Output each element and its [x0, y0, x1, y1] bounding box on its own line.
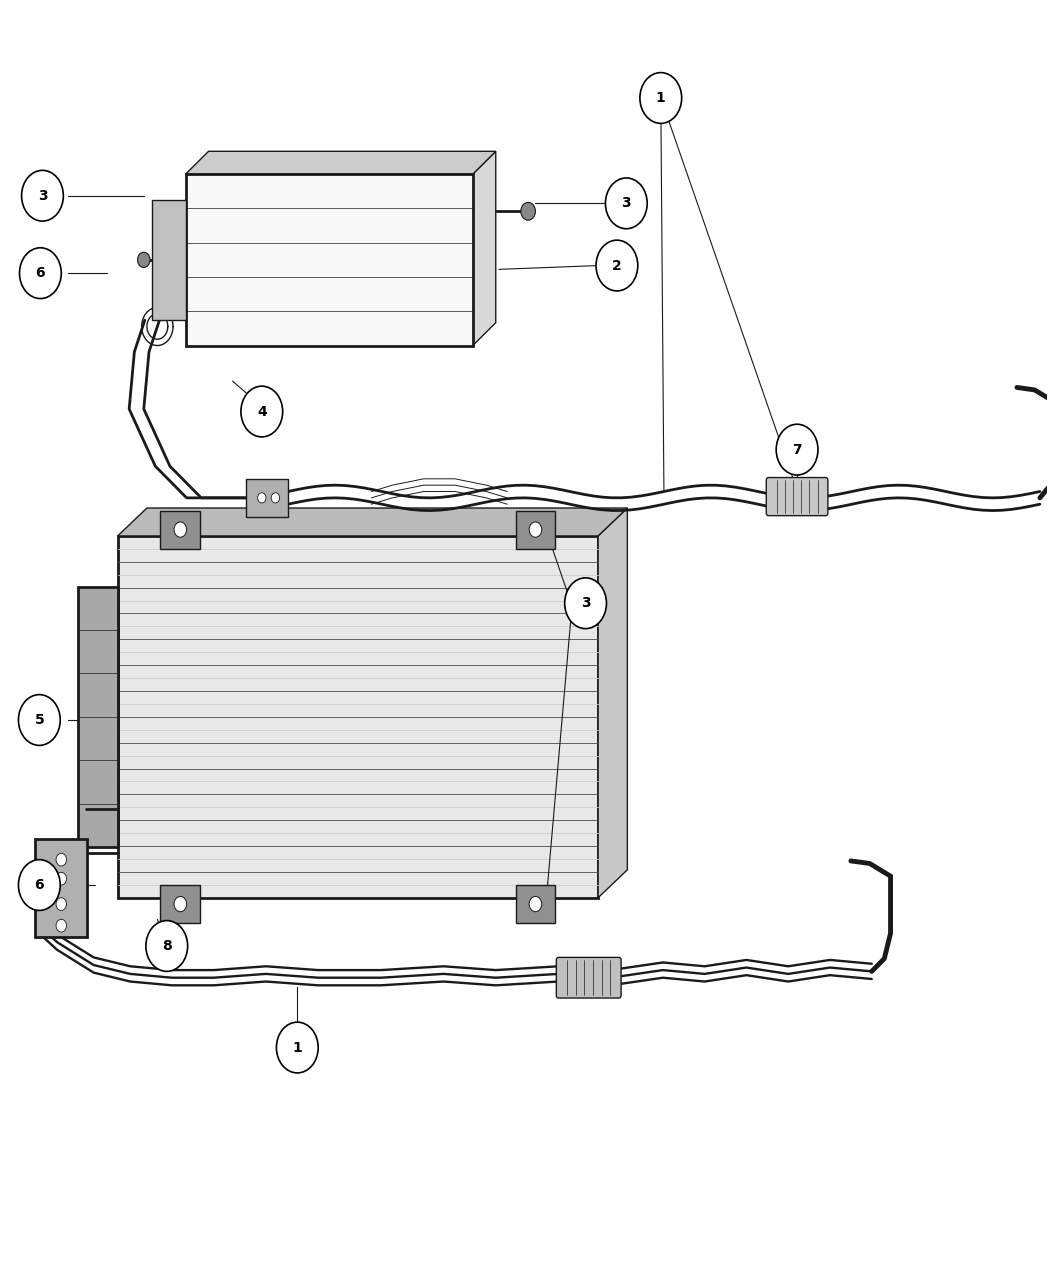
FancyBboxPatch shape: [556, 958, 622, 998]
Polygon shape: [186, 175, 472, 346]
Polygon shape: [472, 152, 496, 346]
Circle shape: [174, 896, 187, 912]
Circle shape: [56, 919, 66, 932]
Circle shape: [596, 240, 637, 291]
Polygon shape: [598, 507, 627, 898]
Circle shape: [146, 921, 188, 972]
FancyBboxPatch shape: [161, 510, 201, 548]
Circle shape: [22, 171, 63, 221]
Circle shape: [56, 898, 66, 910]
Text: 4: 4: [257, 404, 267, 418]
Text: 3: 3: [622, 196, 631, 210]
Circle shape: [606, 179, 647, 228]
Text: 1: 1: [293, 1040, 302, 1054]
Text: 6: 6: [36, 266, 45, 280]
FancyBboxPatch shape: [161, 885, 201, 923]
FancyBboxPatch shape: [35, 839, 87, 937]
Circle shape: [240, 386, 282, 437]
Text: 7: 7: [793, 442, 802, 456]
FancyBboxPatch shape: [766, 478, 827, 515]
Circle shape: [529, 896, 542, 912]
FancyBboxPatch shape: [516, 510, 555, 548]
Circle shape: [56, 853, 66, 866]
Polygon shape: [118, 507, 627, 536]
Circle shape: [20, 247, 61, 298]
Text: 5: 5: [35, 713, 44, 727]
Circle shape: [271, 492, 279, 502]
Text: 6: 6: [35, 878, 44, 892]
Text: 1: 1: [656, 91, 666, 105]
Text: 3: 3: [581, 597, 590, 611]
FancyBboxPatch shape: [516, 885, 555, 923]
Polygon shape: [246, 479, 288, 516]
Polygon shape: [152, 200, 186, 320]
Circle shape: [639, 73, 681, 124]
Circle shape: [19, 859, 60, 910]
Circle shape: [565, 578, 607, 629]
Polygon shape: [186, 152, 496, 175]
Polygon shape: [118, 536, 598, 898]
Circle shape: [776, 425, 818, 476]
Circle shape: [19, 695, 60, 746]
Text: 2: 2: [612, 259, 622, 273]
Circle shape: [174, 521, 187, 537]
Text: 3: 3: [38, 189, 47, 203]
Text: 8: 8: [162, 938, 171, 952]
Circle shape: [529, 521, 542, 537]
Circle shape: [257, 492, 266, 502]
Circle shape: [56, 872, 66, 885]
Circle shape: [276, 1023, 318, 1074]
Polygon shape: [78, 586, 118, 847]
Circle shape: [521, 203, 536, 221]
Circle shape: [138, 252, 150, 268]
